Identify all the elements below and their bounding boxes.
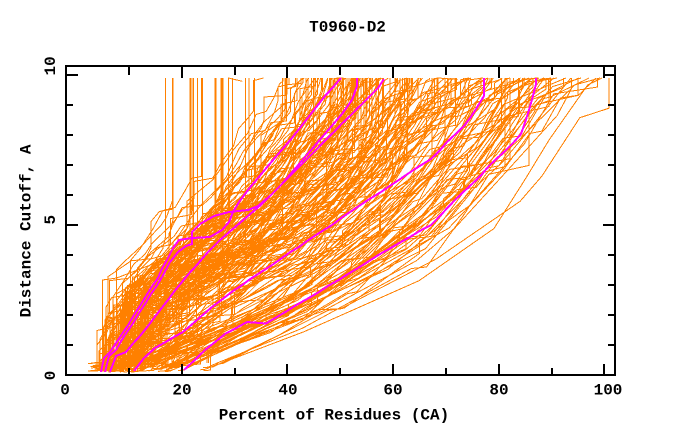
svg-text:Distance Cutoff, A: Distance Cutoff, A [18,144,36,317]
svg-text:Percent of Residues (CA): Percent of Residues (CA) [219,407,449,425]
svg-text:60: 60 [383,382,402,400]
svg-text:20: 20 [172,382,191,400]
svg-text:0: 0 [60,382,70,400]
svg-text:40: 40 [278,382,297,400]
svg-text:10: 10 [42,56,60,75]
svg-text:0: 0 [42,371,60,381]
svg-text:5: 5 [42,215,60,225]
svg-text:100: 100 [594,382,623,400]
svg-text:T0960-D2: T0960-D2 [309,19,386,37]
svg-text:80: 80 [489,382,508,400]
